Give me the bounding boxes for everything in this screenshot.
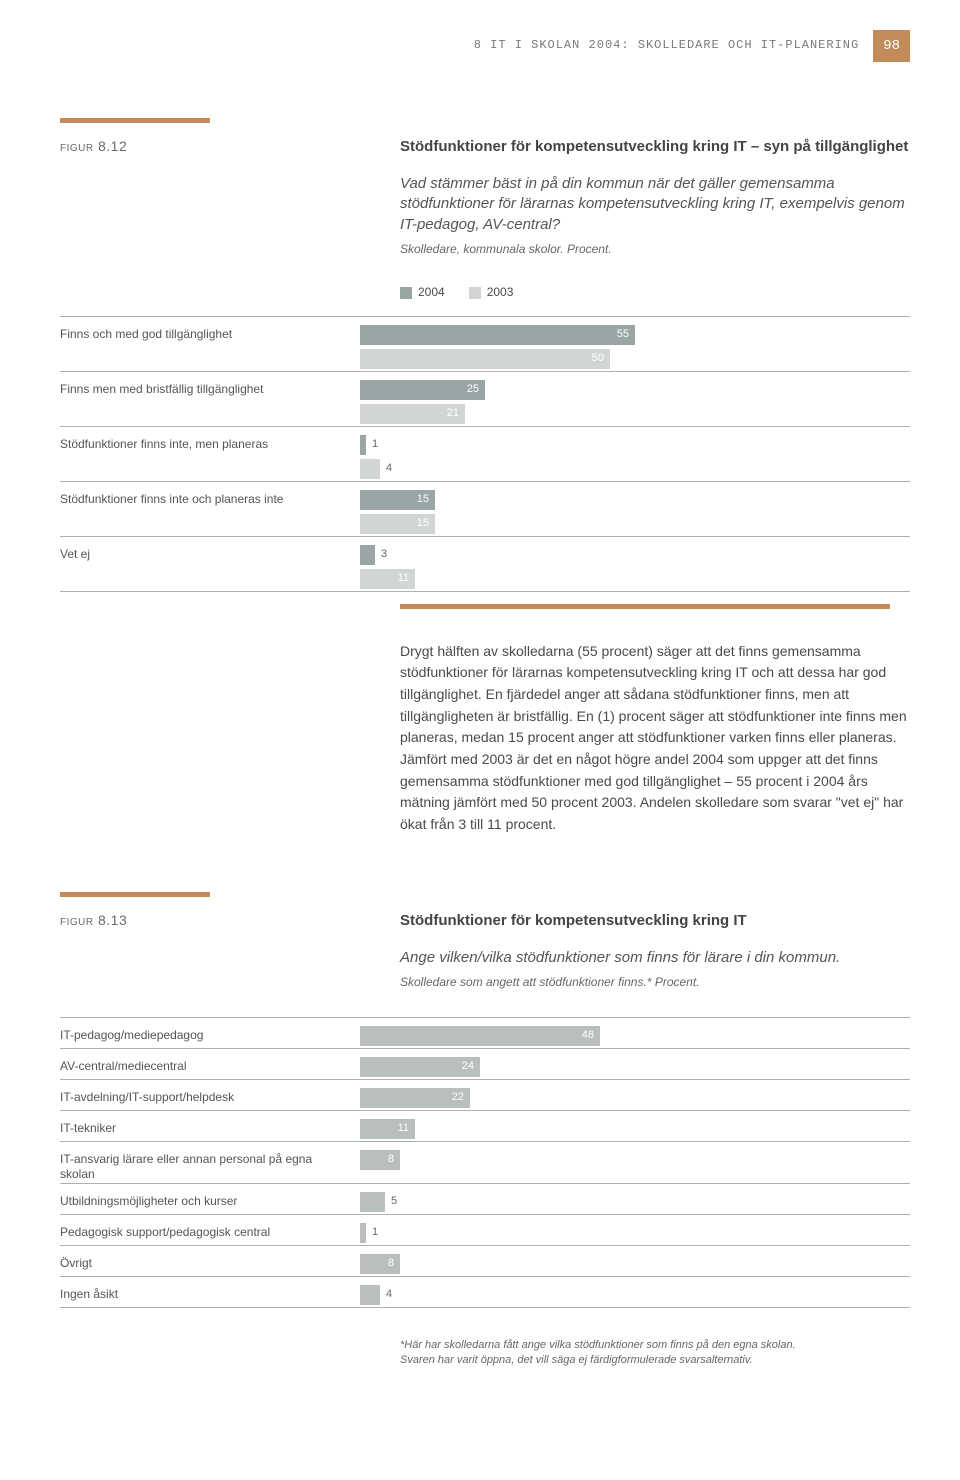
bar-group: 1515 (360, 490, 910, 534)
chart-row: Finns och med god tillgänglighet5550 (60, 316, 910, 371)
bar-group: 48 (360, 1026, 910, 1046)
chart-row: IT-tekniker11 (60, 1110, 910, 1141)
footnote-line: *Här har skolledarna fått ange vilka stö… (400, 1338, 910, 1353)
figure-label: figur 8.12 (60, 136, 360, 272)
bar: 48 (360, 1026, 600, 1046)
bar-group: 22 (360, 1088, 910, 1108)
legend: 2004 2003 (400, 284, 910, 301)
bar: 55 (360, 325, 635, 345)
row-label: Pedagogisk support/pedagogisk central (60, 1223, 360, 1239)
chart-813: IT-pedagog/mediepedagog48AV-central/medi… (60, 1017, 910, 1308)
bar-group: 14 (360, 435, 910, 479)
row-label: Stödfunktioner finns inte, men planeras (60, 435, 360, 451)
bar: 11 (360, 569, 415, 589)
row-label: Stödfunktioner finns inte och planeras i… (60, 490, 360, 506)
chart-row: Stödfunktioner finns inte och planeras i… (60, 481, 910, 536)
running-head: 8 IT I SKOLAN 2004: SKOLLEDARE OCH IT-PL… (474, 37, 859, 54)
row-label: IT-avdelning/IT-support/helpdesk (60, 1088, 360, 1104)
bar-group: 4 (360, 1285, 910, 1305)
figure-question: Vad stämmer bäst in på din kommun när de… (400, 174, 910, 235)
bar: 1 (360, 435, 366, 455)
bar: 15 (360, 514, 435, 534)
chart-row: Vet ej311 (60, 536, 910, 592)
bar: 50 (360, 349, 610, 369)
chart-row: Pedagogisk support/pedagogisk central1 (60, 1214, 910, 1245)
bar: 5 (360, 1192, 385, 1212)
figure-label: figur 8.13 (60, 910, 360, 1005)
row-label: Vet ej (60, 545, 360, 561)
footnote-line: Svaren har varit öppna, det vill säga ej… (400, 1353, 910, 1368)
body-text: Drygt hälften av skolledarna (55 procent… (400, 641, 910, 836)
row-label: Ingen åsikt (60, 1285, 360, 1301)
bar: 4 (360, 459, 380, 479)
row-label: Finns och med god tillgänglighet (60, 325, 360, 341)
chart-row: Utbildningsmöjligheter och kurser5 (60, 1183, 910, 1214)
legend-item: 2003 (469, 284, 514, 301)
page-number-badge: 98 (873, 30, 910, 62)
bar-group: 11 (360, 1119, 910, 1139)
row-label: IT-tekniker (60, 1119, 360, 1135)
chart-row: Ingen åsikt4 (60, 1276, 910, 1308)
row-label: IT-pedagog/mediepedagog (60, 1026, 360, 1042)
figure-title: Stödfunktioner för kompetensutveckling k… (400, 910, 910, 932)
row-label: Utbildningsmöjligheter och kurser (60, 1192, 360, 1208)
bar: 22 (360, 1088, 470, 1108)
bar-group: 24 (360, 1057, 910, 1077)
chart-row: Stödfunktioner finns inte, men planeras1… (60, 426, 910, 481)
legend-swatch (469, 287, 481, 299)
chart-bottom-rule (400, 604, 890, 609)
bar-group: 2521 (360, 380, 910, 424)
bar-group: 8 (360, 1150, 910, 1170)
legend-label: 2004 (418, 284, 445, 301)
chart-row: AV-central/mediecentral24 (60, 1048, 910, 1079)
bar: 11 (360, 1119, 415, 1139)
bar: 4 (360, 1285, 380, 1305)
bar: 8 (360, 1150, 400, 1170)
figure-title: Stödfunktioner för kompetensutveckling k… (400, 136, 910, 158)
chart-row: IT-pedagog/mediepedagog48 (60, 1017, 910, 1048)
legend-swatch (400, 287, 412, 299)
bar: 15 (360, 490, 435, 510)
chart-row: Övrigt8 (60, 1245, 910, 1276)
bar-group: 5 (360, 1192, 910, 1212)
bar-group: 8 (360, 1254, 910, 1274)
bar: 8 (360, 1254, 400, 1274)
bar: 3 (360, 545, 375, 565)
chart-row: IT-avdelning/IT-support/helpdesk22 (60, 1079, 910, 1110)
chart-row: Finns men med bristfällig tillgänglighet… (60, 371, 910, 426)
bar-group: 1 (360, 1223, 910, 1243)
figure-meta: Skolledare som angett att stödfunktioner… (400, 974, 910, 991)
bar: 1 (360, 1223, 366, 1243)
figure-meta: Skolledare, kommunala skolor. Procent. (400, 241, 910, 258)
bar-group: 311 (360, 545, 910, 589)
bar-group: 5550 (360, 325, 910, 369)
figure-question: Ange vilken/vilka stödfunktioner som fin… (400, 948, 910, 968)
legend-label: 2003 (487, 284, 514, 301)
bar: 25 (360, 380, 485, 400)
footnote: *Här har skolledarna fått ange vilka stö… (400, 1338, 910, 1369)
legend-item: 2004 (400, 284, 445, 301)
chart-row: IT-ansvarig lärare eller annan personal … (60, 1141, 910, 1183)
page-header: 8 IT I SKOLAN 2004: SKOLLEDARE OCH IT-PL… (60, 30, 910, 62)
bar: 21 (360, 404, 465, 424)
figure-812-heading: figur 8.12 Stödfunktioner för kompetensu… (60, 136, 910, 276)
chart-812: Finns och med god tillgänglighet5550Finn… (60, 316, 910, 592)
row-label: IT-ansvarig lärare eller annan personal … (60, 1150, 360, 1181)
row-label: Finns men med bristfällig tillgänglighet (60, 380, 360, 396)
bar: 24 (360, 1057, 480, 1077)
figure-813-heading: figur 8.13 Stödfunktioner för kompetensu… (60, 910, 910, 1009)
row-label: Övrigt (60, 1254, 360, 1270)
row-label: AV-central/mediecentral (60, 1057, 360, 1073)
